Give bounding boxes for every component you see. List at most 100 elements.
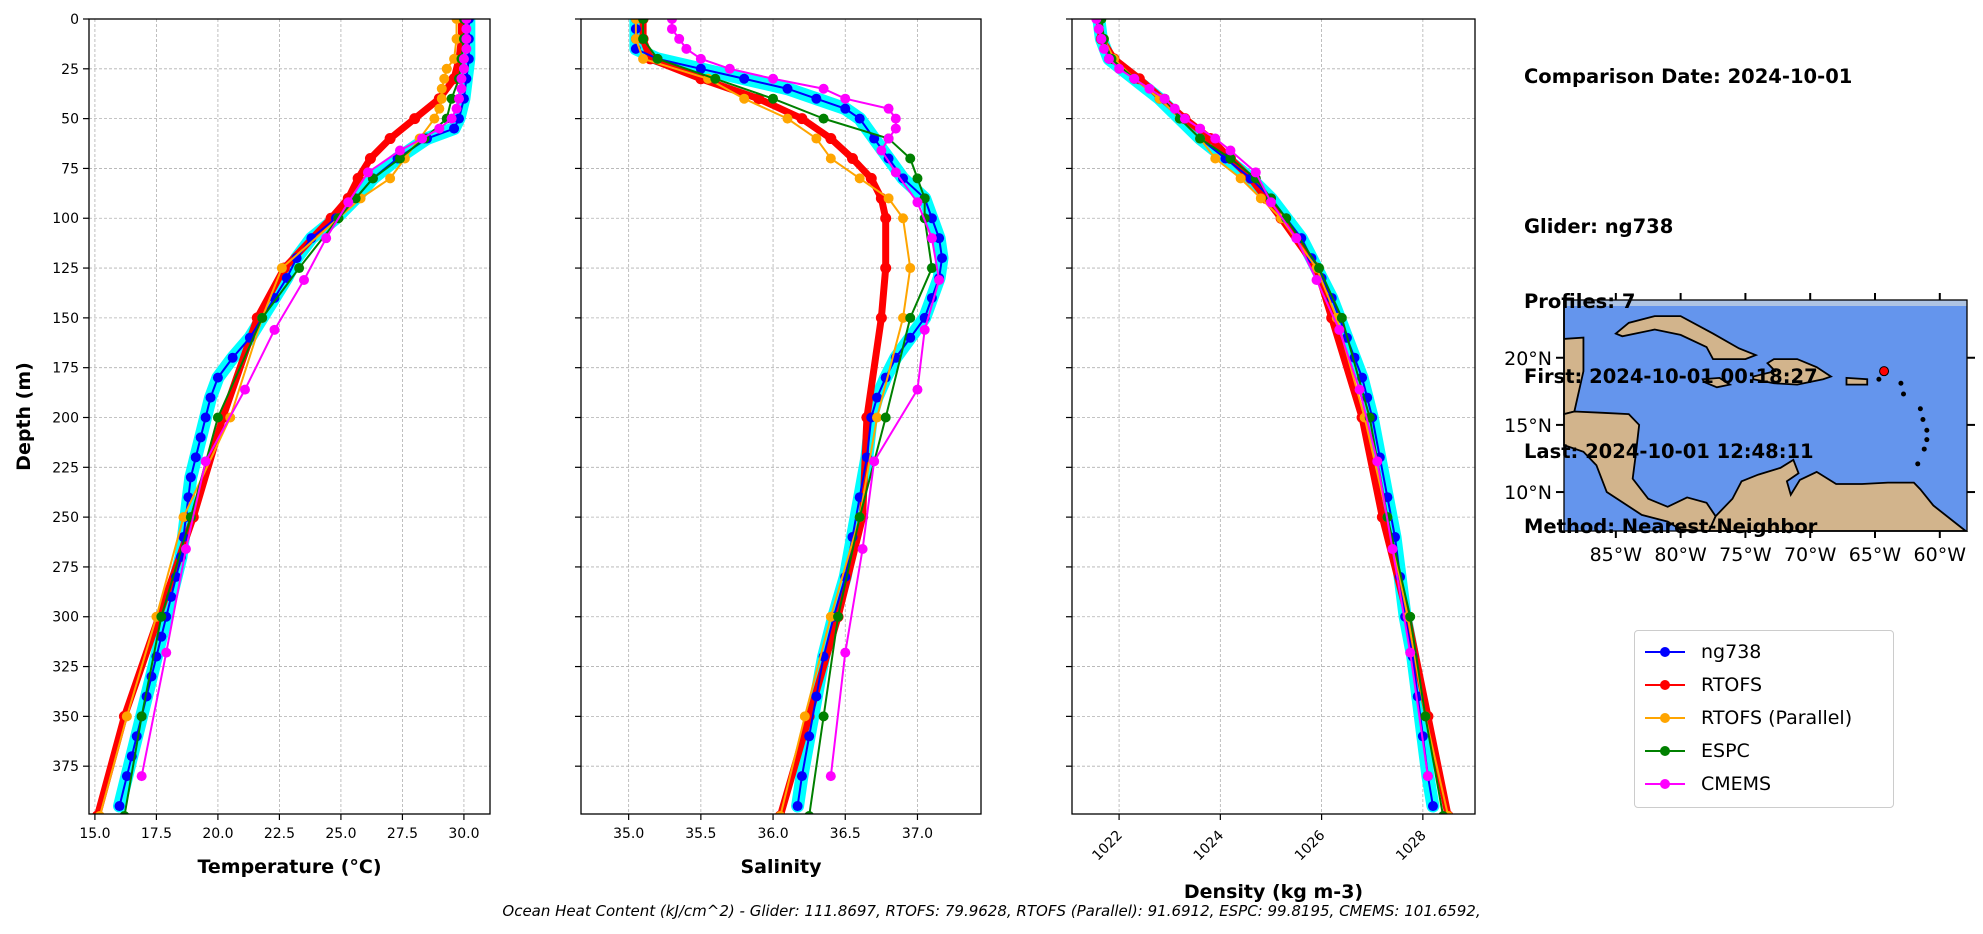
y-axis-label: Depth (m) (13, 362, 35, 471)
rtofs-parallel-marker (872, 412, 883, 423)
series-group (629, 19, 949, 814)
rtofs-marker (409, 113, 421, 125)
ng738-marker (811, 93, 822, 104)
ng738-marker (854, 113, 865, 124)
rtofs-parallel-marker (825, 611, 836, 622)
cmems-line (1095, 19, 1429, 777)
rtofs-parallel-marker (638, 53, 649, 64)
ng738-marker (926, 213, 937, 224)
ng738-marker (905, 332, 916, 343)
ng738-marker (200, 412, 211, 423)
cmems-marker (1179, 113, 1190, 124)
rtofs-parallel-marker (385, 173, 396, 184)
cmems-marker (458, 63, 469, 74)
rtofs-parallel-marker (436, 83, 447, 94)
cmems-marker (840, 93, 851, 104)
rtofs-parallel-marker (95, 810, 105, 814)
x-tick-label: 36.0 (757, 826, 788, 842)
cmems-marker (724, 63, 735, 74)
panel-3: 1022 1024 1026 1028 Density (kg m-3) (1066, 18, 1476, 903)
cmems-marker (456, 83, 467, 94)
series-group (1091, 19, 1454, 814)
cmems-marker (394, 145, 405, 156)
cuba-land (1614, 315, 1759, 360)
legend-label: RTOFS (1701, 674, 1763, 696)
x-tick-label: 36.5 (830, 826, 861, 842)
x-axis-label: Temperature (°C) (197, 856, 381, 878)
cmems-marker (912, 384, 923, 395)
legend-item: RTOFS (1643, 670, 1762, 700)
legend-line-marker-icon (1645, 713, 1685, 723)
cmems-marker (180, 544, 191, 554)
rtofs-parallel-marker (451, 33, 462, 44)
legend-item: ng738 (1643, 637, 1761, 667)
rtofs-parallel-marker (451, 19, 462, 24)
x-tick-label: 15.0 (79, 826, 110, 842)
ng738-marker (739, 73, 750, 84)
legend-item: RTOFS (Parallel) (1643, 703, 1852, 733)
cmems-marker (451, 103, 462, 114)
y-tick-label: 250 (52, 510, 79, 526)
ng738-profiles-spread (629, 19, 949, 813)
cmems-marker (666, 19, 677, 24)
espc-marker (212, 412, 223, 423)
cmems-marker (461, 33, 472, 44)
legend-line-marker-icon (1645, 680, 1685, 690)
espc-marker (905, 312, 916, 323)
legend-line-marker-icon (1645, 779, 1685, 789)
y-tick-label: 275 (52, 560, 79, 576)
legend-swatch (1643, 670, 1687, 700)
x-tick-label: 20.0 (202, 826, 233, 842)
rtofs-marker (825, 133, 837, 145)
espc-marker (768, 93, 779, 104)
info-line: Profiles: 7 (1524, 290, 1636, 313)
map-frame (1563, 299, 1968, 532)
espc-marker (1420, 711, 1431, 722)
comparison-info: Comparison Date: 2024-10-01 Glider: ng73… (1524, 14, 1852, 564)
rtofs-parallel-marker (775, 810, 785, 814)
lon-tick-label: 70°W (1784, 544, 1837, 566)
x-tick-label: 30.0 (448, 826, 479, 842)
cmems-marker (1387, 544, 1398, 554)
cmems-marker (883, 103, 894, 114)
rtofs-parallel-marker (441, 63, 452, 74)
cmems-marker (1129, 73, 1140, 84)
central-america-land (1563, 410, 1717, 532)
espc-marker (710, 73, 721, 84)
espc-marker (652, 53, 663, 64)
cmems-marker (1103, 53, 1114, 64)
legend: ng738 RTOFS RTOFS (Parallel) ESPC CMEMS (1634, 630, 1894, 808)
cmems-marker (200, 456, 211, 467)
cmems-marker (1195, 123, 1206, 134)
ng738-marker (872, 392, 883, 403)
cmems-marker (681, 43, 692, 54)
legend-line-marker-icon (1645, 647, 1685, 657)
rtofs-parallel-marker (178, 512, 189, 523)
cmems-marker (454, 93, 465, 104)
cmems-marker (883, 133, 894, 144)
island (1915, 461, 1921, 467)
jamaica-land (1701, 376, 1733, 389)
espc-marker (1336, 312, 1347, 323)
cmems-marker (890, 113, 901, 124)
cmems-marker (1098, 43, 1109, 54)
rtofs-parallel-marker (883, 193, 894, 204)
espc-marker (880, 412, 891, 423)
cmems-marker (1159, 93, 1170, 104)
info-line: First: 2024-10-01 00:18:27 (1524, 365, 1818, 388)
rtofs-parallel-marker (1235, 173, 1246, 184)
y-tick-label: 50 (61, 112, 79, 128)
espc-marker (1314, 263, 1325, 274)
rtofs-marker (352, 172, 364, 184)
x-tick-label: 1028 (1393, 828, 1430, 865)
cmems-marker (343, 197, 354, 208)
island (1917, 406, 1923, 412)
ng738-marker (811, 691, 822, 702)
axes-frame (1071, 18, 1476, 815)
x-tick-label: 1022 (1089, 828, 1126, 865)
ng738-marker (1427, 801, 1438, 812)
rtofs-parallel-marker (436, 93, 447, 104)
cmems-marker (934, 275, 945, 286)
cmems-marker (1405, 647, 1416, 658)
x-tick-label: 17.5 (141, 826, 172, 842)
